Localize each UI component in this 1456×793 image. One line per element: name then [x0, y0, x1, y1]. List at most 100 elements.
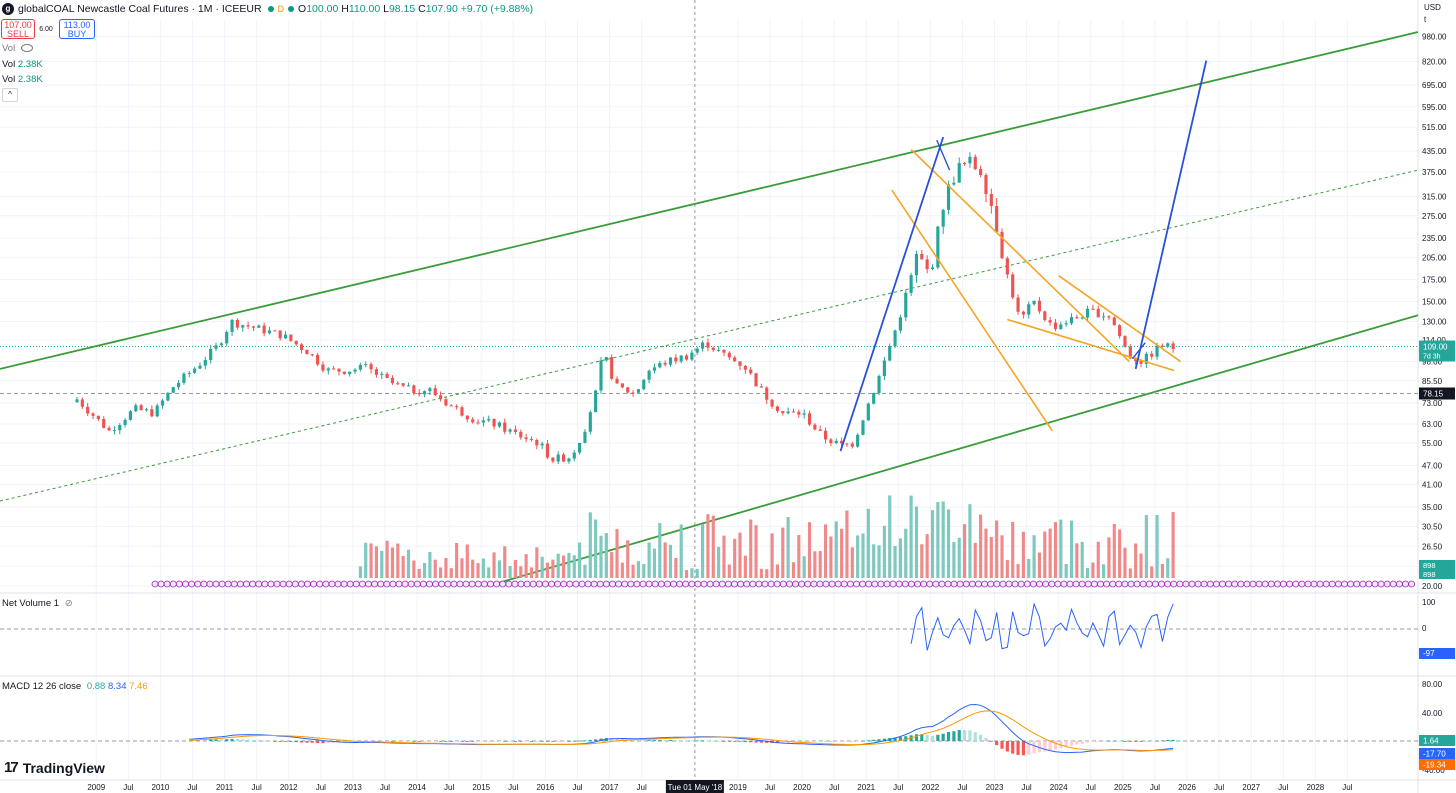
event-marker	[603, 580, 610, 588]
macd-histogram-bar	[727, 741, 731, 742]
candle-body	[636, 389, 640, 393]
volume-bar	[1171, 512, 1175, 578]
macd-histogram-bar	[1160, 740, 1164, 742]
volume-bar	[636, 561, 640, 578]
volume-bar	[791, 562, 796, 578]
macd-histogram-bar	[818, 741, 822, 743]
event-marker	[810, 580, 818, 588]
macd-histogram-bar	[786, 741, 790, 743]
volume-bar	[1005, 559, 1009, 578]
macd-axis-label: 40.00	[1422, 709, 1443, 718]
event-marker	[316, 580, 324, 588]
event-marker	[944, 580, 952, 588]
macd-histogram-bar	[492, 741, 496, 742]
candle-body	[1059, 324, 1063, 330]
sell-button[interactable]: 107.00 SELL	[1, 19, 35, 39]
macd-histogram-bar	[765, 741, 769, 743]
time-tick-label: Jul	[1214, 783, 1224, 792]
volume-bar	[914, 506, 919, 578]
time-tick-label: Jul	[572, 783, 582, 792]
volume-bar	[797, 535, 801, 578]
vol-indicator-1[interactable]: Vol 2.38K	[2, 59, 43, 70]
candle-body	[823, 430, 828, 440]
macd-legend[interactable]: MACD 12 26 close 0.88 8.34 7.46	[2, 681, 148, 692]
candle-body	[257, 325, 261, 328]
unit-selector[interactable]: t	[1424, 15, 1427, 24]
time-tick-label: Jul	[508, 783, 518, 792]
candle-body	[1166, 343, 1170, 347]
volume-bar	[503, 546, 507, 578]
macd-histogram-bar	[893, 737, 897, 741]
candle-body	[80, 399, 84, 407]
vol-indicator-2[interactable]: Vol 2.38K	[2, 74, 43, 85]
candle-body	[422, 391, 427, 395]
macd-last-label: -19.34	[1423, 761, 1446, 770]
net-volume-legend[interactable]: Net Volume 1 ⊘	[2, 598, 73, 609]
macd-pane	[0, 703, 1418, 756]
volume-bar	[1069, 520, 1074, 578]
macd-last-tag	[1419, 735, 1455, 746]
event-marker	[1200, 580, 1208, 588]
candle-body	[428, 388, 432, 392]
volume-bar	[385, 540, 389, 578]
candle-body	[348, 371, 352, 375]
event-marker	[1383, 580, 1391, 588]
candle-body	[872, 392, 876, 404]
volume-bar	[652, 548, 657, 578]
candle-body	[583, 431, 587, 443]
volume-bar	[556, 553, 560, 578]
last-price-countdown: 7d 3h	[1423, 354, 1441, 361]
volume-bar	[1166, 558, 1170, 578]
volume-bar	[615, 529, 619, 578]
net-volume-axis-label: 0	[1422, 624, 1427, 633]
event-marker	[1353, 580, 1361, 588]
event-marker	[737, 580, 744, 588]
event-marker	[1097, 580, 1104, 588]
volume-bar	[701, 524, 705, 578]
event-marker	[206, 580, 214, 588]
event-marker	[1158, 580, 1165, 588]
event-marker	[175, 580, 183, 588]
macd-histogram-bar	[1048, 741, 1052, 751]
volume-bar	[545, 562, 550, 578]
time-tick-label: Jul	[1021, 783, 1031, 792]
candle-body	[235, 319, 239, 328]
volume-bar	[941, 501, 945, 578]
eye-icon[interactable]	[20, 44, 33, 53]
candle-body	[460, 407, 464, 416]
candle-body	[706, 342, 710, 348]
price-tick-label: 35.00	[1422, 503, 1443, 512]
vol-visibility-row[interactable]: Vol	[2, 43, 33, 54]
macd-histogram-bar	[738, 741, 742, 742]
volume-bar	[877, 545, 881, 578]
collapse-legend-button[interactable]: ^	[2, 88, 18, 102]
candle-body	[941, 209, 945, 227]
macd-histogram-bar	[850, 741, 854, 742]
macd-histogram-bar	[722, 741, 726, 742]
time-tick-label: Jul	[1278, 783, 1288, 792]
buy-button[interactable]: 113.00 BUY	[59, 19, 95, 39]
candle-body	[551, 457, 555, 462]
symbol-title[interactable]: globalCOAL Newcastle Coal Futures · 1M ·…	[18, 3, 262, 15]
event-marker	[962, 580, 970, 588]
event-marker	[853, 580, 860, 588]
event-marker	[694, 580, 702, 588]
volume-bar	[449, 568, 453, 578]
event-marker	[828, 580, 836, 588]
currency-selector[interactable]: USD	[1424, 3, 1441, 12]
event-marker	[554, 580, 561, 588]
macd-histogram-bar	[487, 741, 491, 742]
event-marker	[657, 580, 665, 588]
event-marker	[297, 580, 305, 588]
time-tick-label: Jul	[444, 783, 454, 792]
spread-value: 6.00	[39, 25, 53, 33]
volume-bar	[529, 567, 534, 578]
volume-bar	[1144, 515, 1148, 578]
price-tick-label: 315.00	[1422, 193, 1447, 202]
price-tick-label: 205.00	[1422, 253, 1447, 262]
price-tick-label: 695.00	[1422, 81, 1447, 90]
settings-icon[interactable]: ⊘	[64, 598, 73, 609]
tradingview-logo[interactable]: 17 TradingView	[4, 759, 105, 776]
candle-body	[898, 317, 902, 331]
